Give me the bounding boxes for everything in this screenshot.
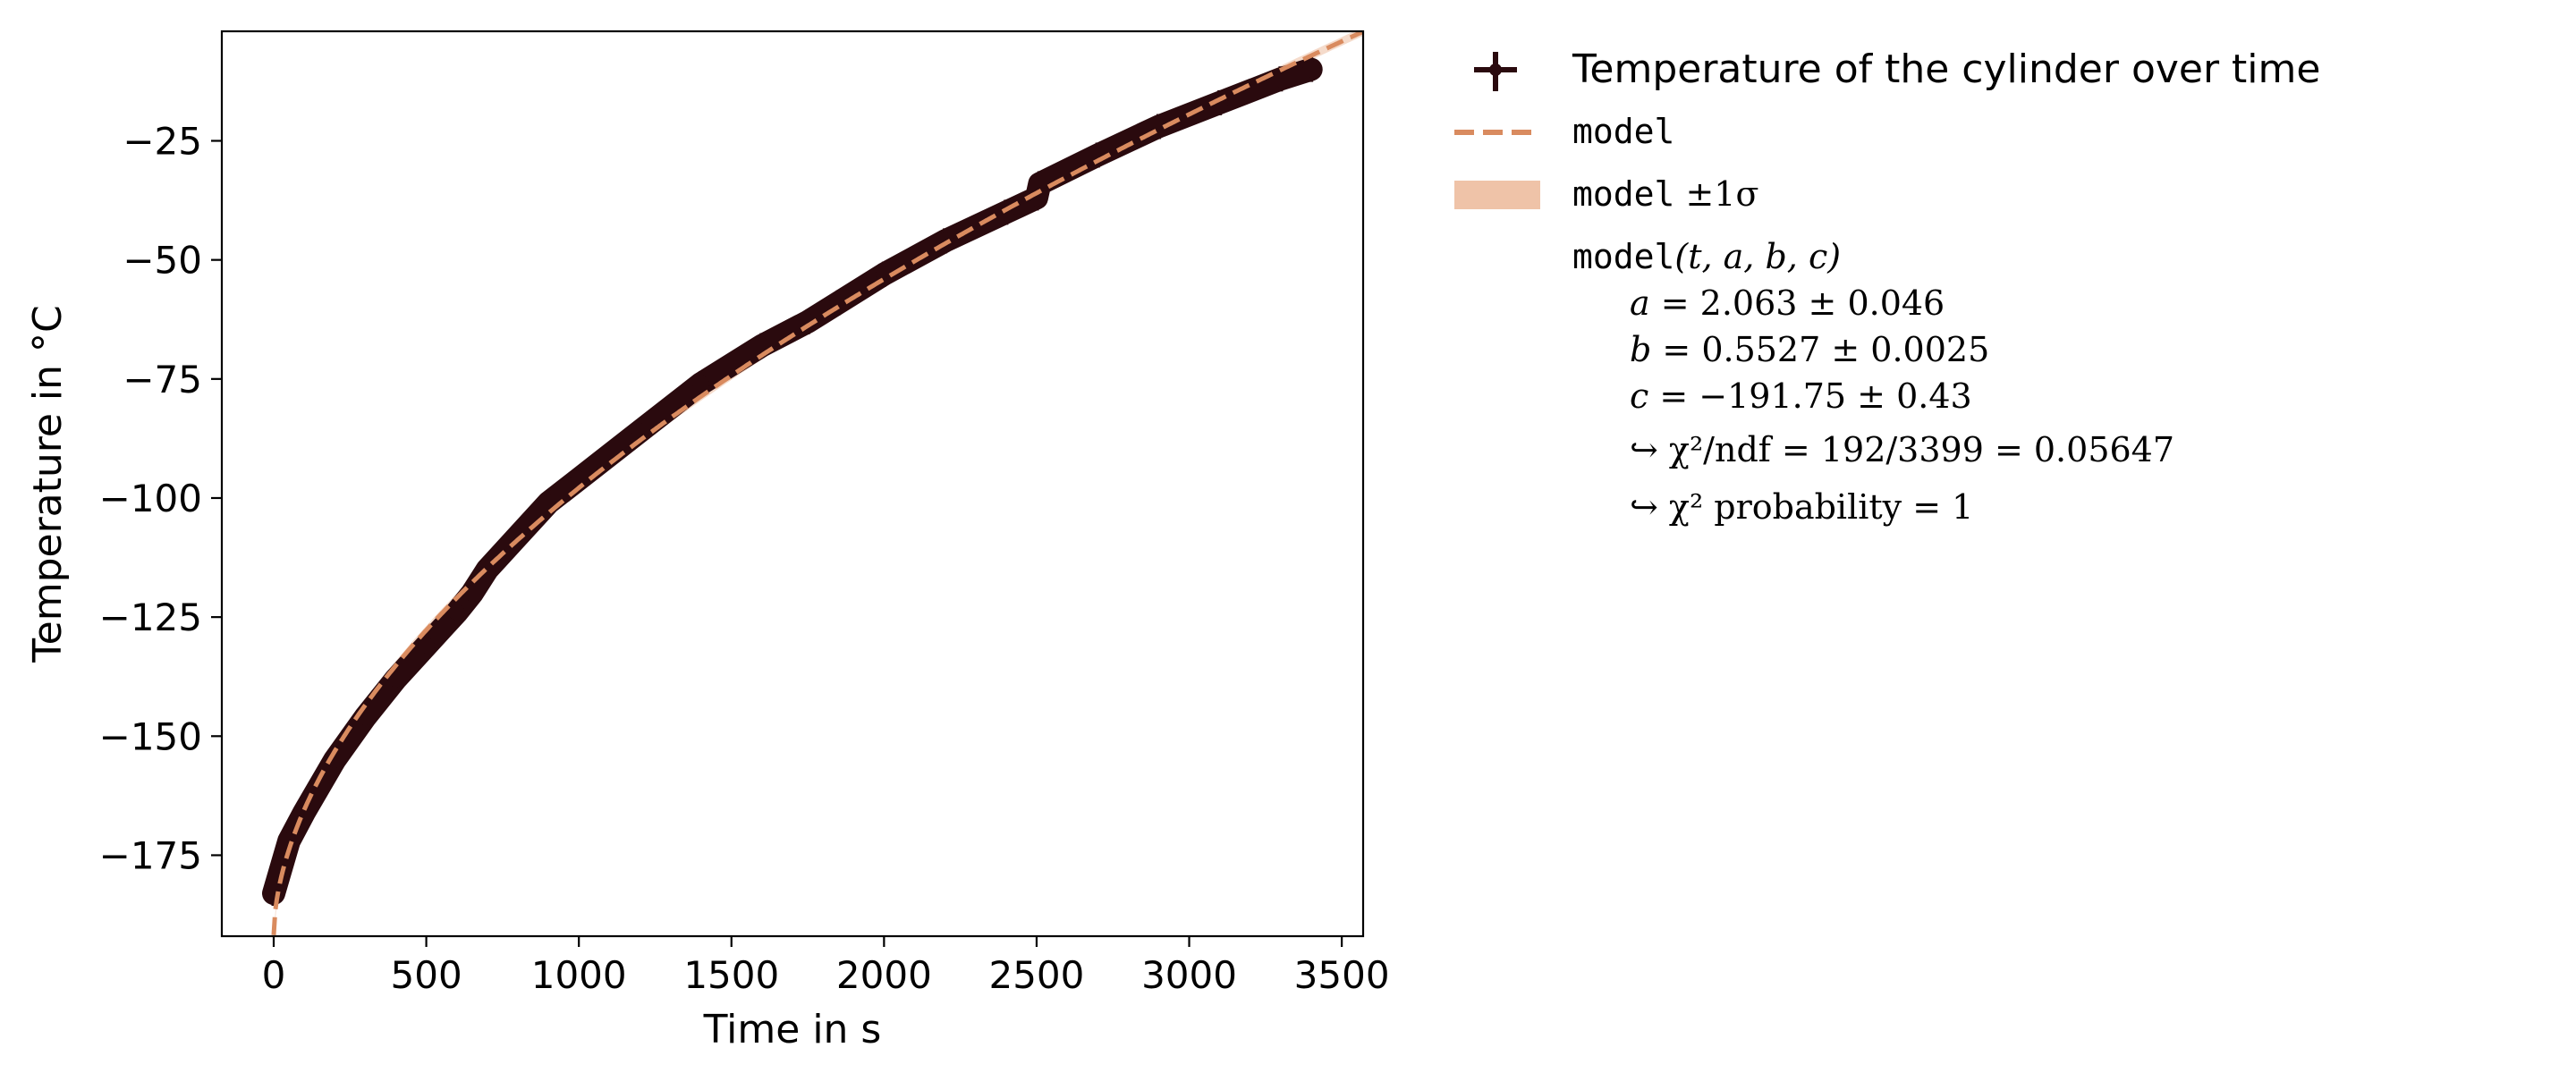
x-tick-label: 1000 — [531, 953, 627, 997]
x-tick-label: 0 — [262, 953, 286, 997]
x-tick-label: 1500 — [683, 953, 779, 997]
marks-layer — [262, 31, 1363, 936]
data-point — [295, 799, 314, 825]
data-point — [417, 633, 436, 659]
data-point — [539, 490, 558, 516]
data-point — [447, 599, 466, 625]
x-tick-label: 3500 — [1294, 953, 1390, 997]
data-points — [265, 56, 1320, 907]
legend-data-marker — [1474, 52, 1517, 91]
y-tick-label: −50 — [123, 239, 202, 283]
x-tick-label: 3000 — [1141, 953, 1237, 997]
x-axis-label: Time in s — [703, 1007, 882, 1052]
legend-model-band — [1454, 181, 1540, 209]
y-tick-label: −25 — [123, 120, 202, 164]
y-tick-label: −75 — [123, 358, 202, 401]
y-ticks: −175 −150 −125 −100 −75 −50 −25 — [99, 120, 222, 877]
y-tick-label: −175 — [99, 833, 202, 877]
legend: Temperature of the cylinder over time mo… — [1454, 46, 2320, 527]
x-tick-label: 2500 — [988, 953, 1084, 997]
y-tick-label: −150 — [99, 714, 202, 758]
legend-label-model: model — [1572, 112, 1674, 151]
plot-area — [222, 31, 1363, 936]
fit-chi2-ndf: ↪ χ²/ndf = 192/3399 = 0.05647 — [1630, 430, 2174, 469]
fit-signature: model(t, a, b, c) — [1572, 237, 1841, 276]
fit-param-b: b = 0.5527 ± 0.0025 — [1630, 330, 1989, 369]
x-tick-label: 2000 — [836, 953, 932, 997]
fit-param-a: a = 2.063 ± 0.046 — [1630, 283, 1945, 323]
fit-param-c: c = −191.75 ± 0.43 — [1630, 376, 1972, 416]
legend-label-band: model ±1σ — [1572, 174, 1758, 214]
legend-label-data: Temperature of the cylinder over time — [1572, 46, 2320, 92]
fit-chi2-probability: ↪ χ² probability = 1 — [1630, 487, 1973, 527]
data-curve — [262, 57, 1323, 906]
y-axis-label: Temperature in °C — [25, 305, 71, 663]
data-point — [1301, 56, 1320, 82]
model-line — [271, 31, 1363, 935]
axes-frame — [220, 30, 1365, 938]
y-tick-label: −100 — [99, 477, 202, 520]
x-ticks: 0 500 1000 1500 2000 2500 3000 3500 — [262, 936, 1390, 997]
x-tick-label: 500 — [391, 953, 462, 997]
data-point — [386, 666, 405, 692]
y-tick-label: −125 — [99, 596, 202, 639]
data-point — [691, 371, 710, 397]
